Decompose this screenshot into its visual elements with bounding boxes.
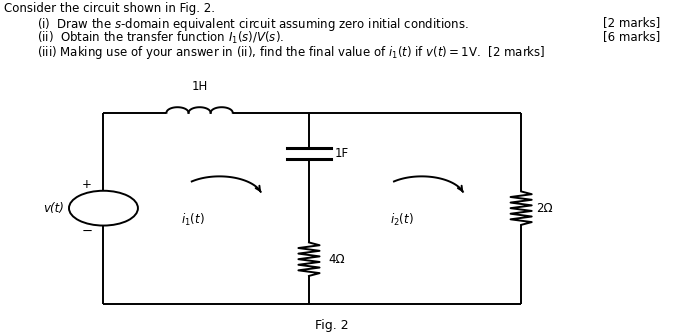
Text: $i_2(t)$: $i_2(t)$ [390,211,414,227]
Text: [6 marks]: [6 marks] [603,30,660,43]
Text: 1H: 1H [192,80,208,93]
Text: $i_1(t)$: $i_1(t)$ [181,211,204,227]
Text: (ii)  Obtain the transfer function $I_1(s)/V(s)$.: (ii) Obtain the transfer function $I_1(s… [37,30,284,46]
Text: +: + [82,178,92,191]
Text: −: − [81,225,93,238]
Text: Consider the circuit shown in Fig. 2.: Consider the circuit shown in Fig. 2. [4,2,215,15]
Text: [2 marks]: [2 marks] [603,16,660,29]
Text: (i)  Draw the $s$-domain equivalent circuit assuming zero initial conditions.: (i) Draw the $s$-domain equivalent circu… [37,16,469,33]
Text: Fig. 2: Fig. 2 [315,319,349,332]
Text: (iii) Making use of your answer in (ii), find the final value of $i_1(t)$ if $v(: (iii) Making use of your answer in (ii),… [37,44,546,61]
Text: 4Ω: 4Ω [329,253,345,266]
Text: 1F: 1F [334,147,348,160]
Text: 2Ω: 2Ω [536,202,552,215]
Text: v(t): v(t) [43,202,64,215]
